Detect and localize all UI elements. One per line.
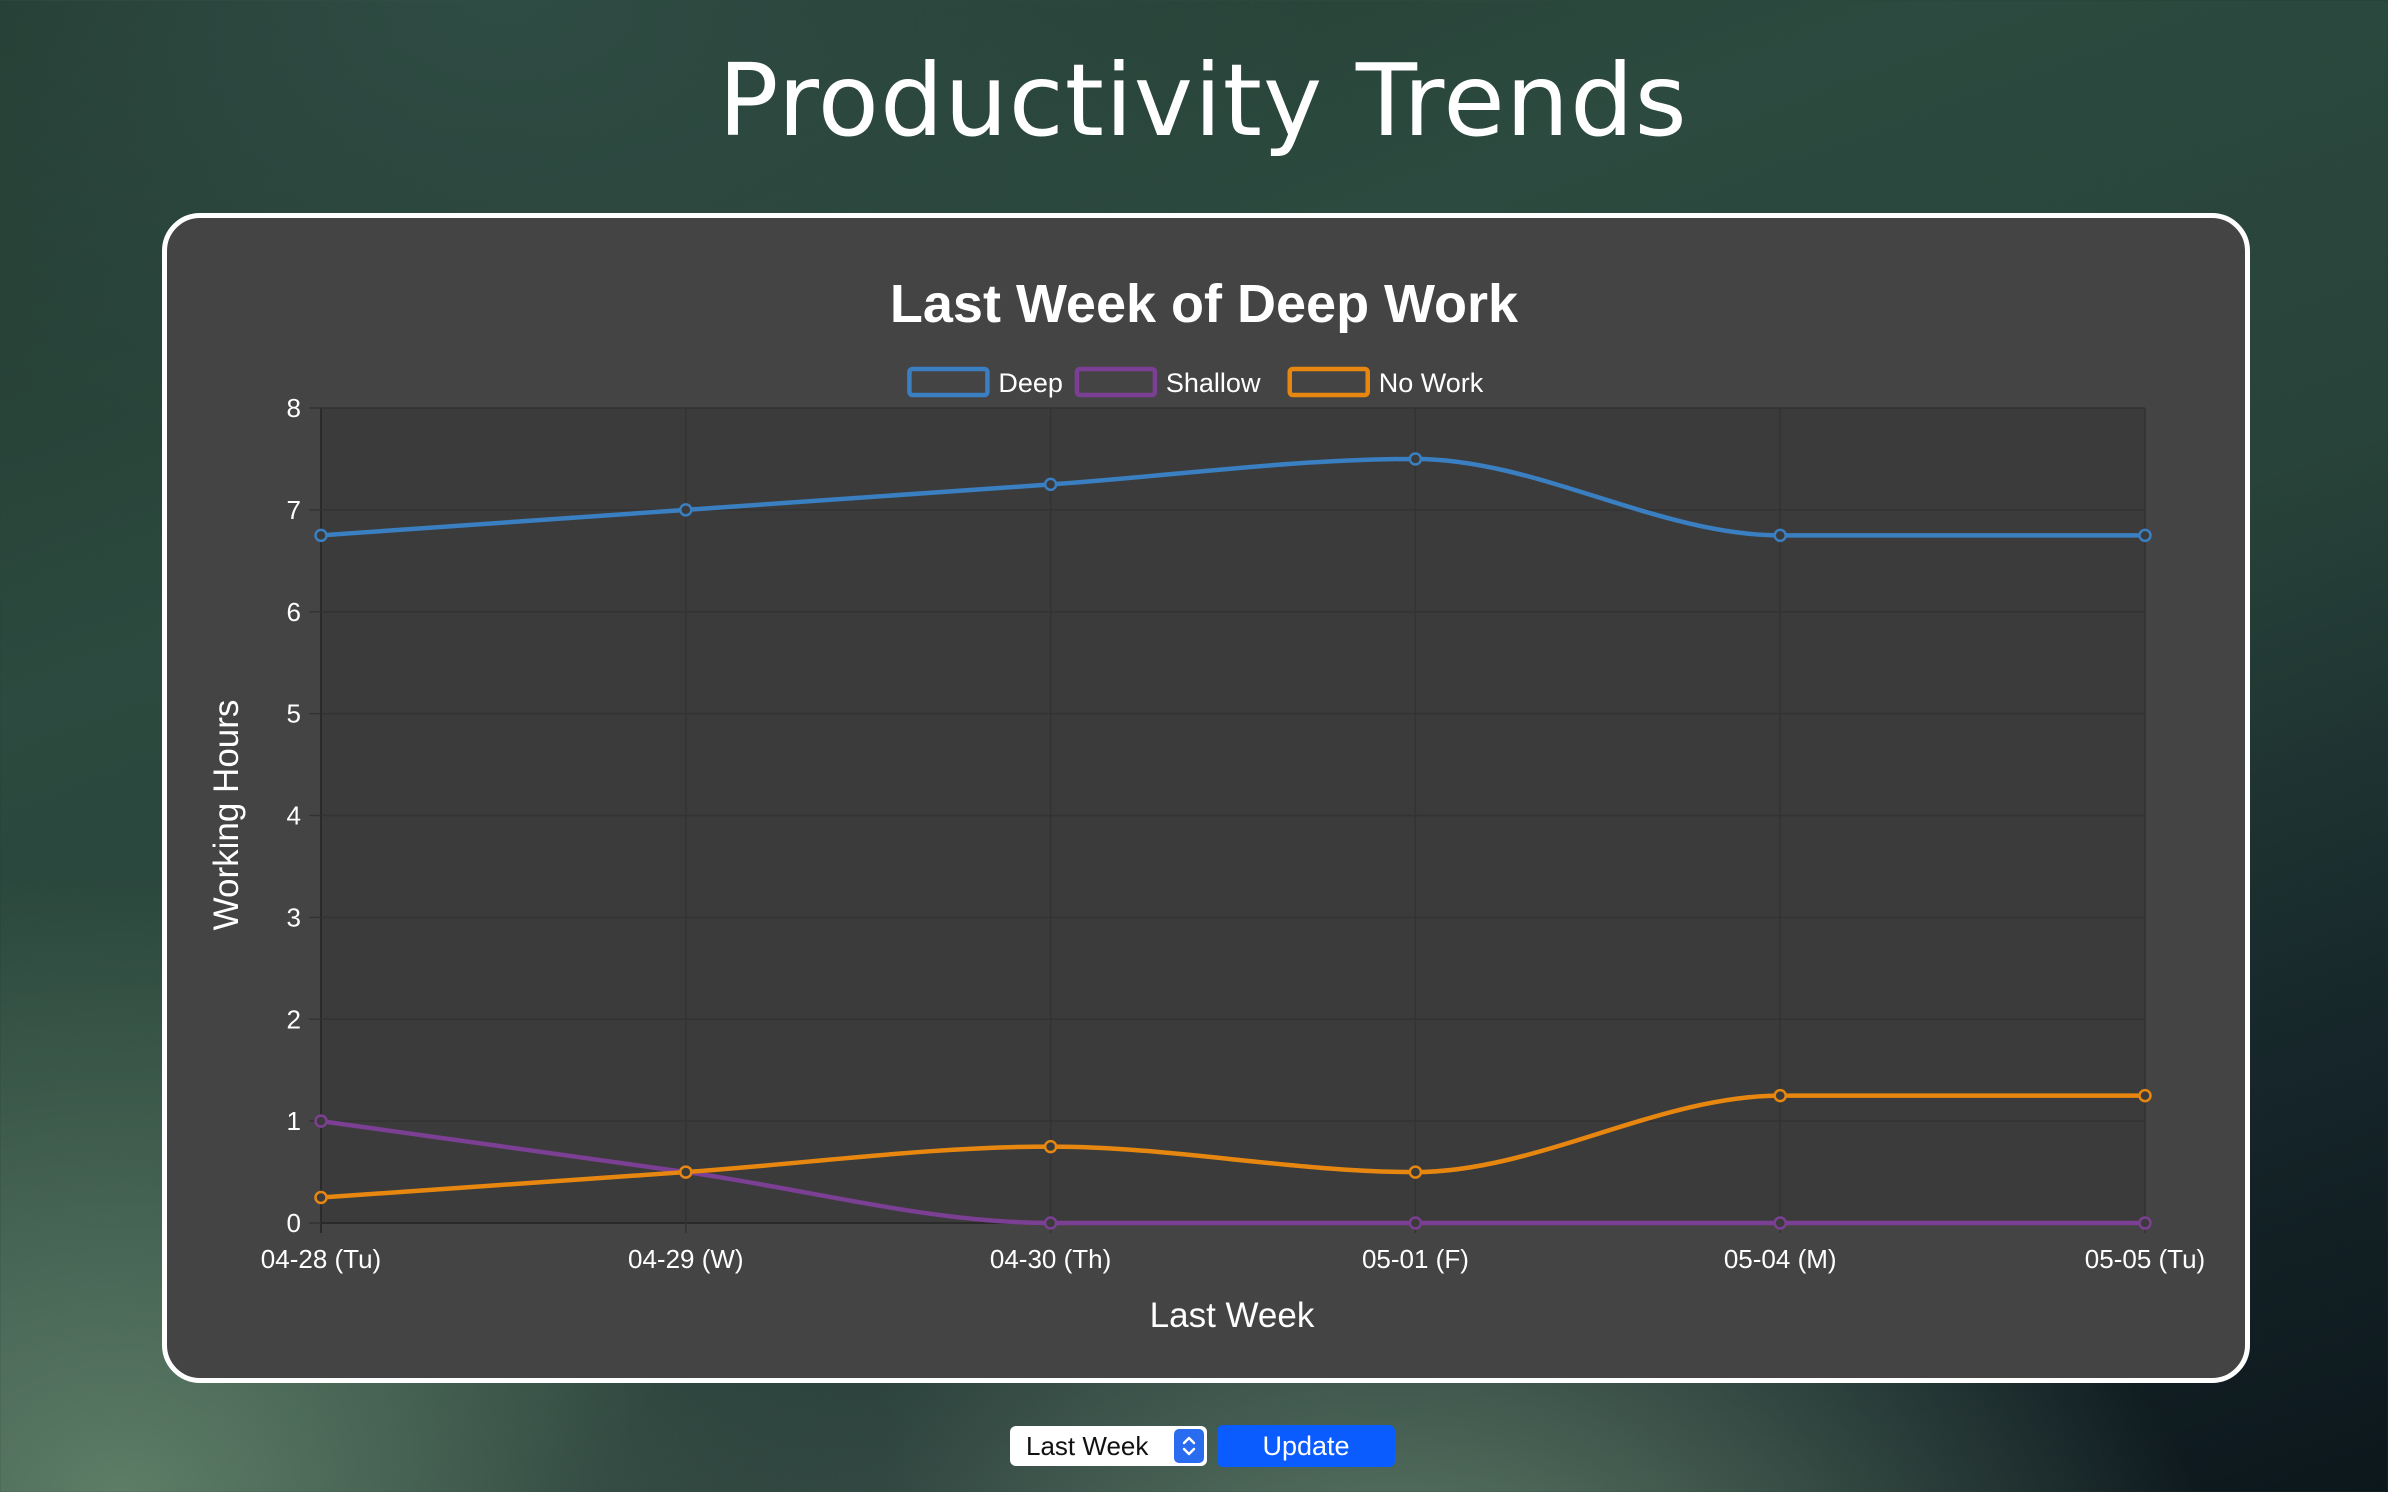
legend-swatch [1287,366,1370,398]
y-tick-label: 6 [287,597,301,627]
data-point-shallow[interactable] [2138,1216,2152,1230]
data-point-no-work[interactable] [1043,1139,1058,1154]
legend-label: Deep [998,368,1063,398]
data-point-shallow[interactable] [1043,1216,1058,1230]
axes: 0 1 2 3 4 5 6 7 8 04-28 (Tu) 04-29 (W) 04-30 (Th) 05… [261,393,2205,1274]
data-point-shallow[interactable] [1773,1216,1787,1230]
x-tick-label: 04-30 (Th) [990,1244,1111,1274]
x-tick-label: 05-04 (M) [1724,1244,1837,1274]
y-tick-label: 3 [287,902,301,932]
y-tick-label: 0 [287,1208,301,1238]
chart-legend: Deep Shallow No Work [907,366,1484,398]
range-select-value: Last Week [1026,1430,1149,1461]
series-line-no-work [318,1093,2148,1200]
y-axis-title: Working Hours [207,700,246,931]
legend-label: Shallow [1166,368,1261,398]
series-line-shallow [318,1118,2148,1226]
page-title: Productivity Trends [718,42,1688,159]
data-point-no-work[interactable] [679,1165,693,1179]
data-point-deep[interactable] [1773,528,1787,543]
range-select[interactable]: Last Week [1010,1426,1207,1466]
x-tick-label: 04-28 (Tu) [261,1244,381,1274]
legend-item-no-work[interactable]: No Work [1287,366,1484,398]
x-tick-label: 05-05 (Tu) [2085,1244,2205,1274]
data-point-no-work[interactable] [314,1190,328,1205]
data-point-no-work[interactable] [1773,1088,1787,1103]
y-tick-label: 2 [287,1004,301,1034]
legend-item-shallow[interactable]: Shallow [1074,366,1261,398]
chart-card: 0 1 2 3 4 5 6 7 8 04-28 (Tu) 04-29 (W) 04-30 (Th) 05… [162,213,2250,1383]
y-tick-label: 7 [287,495,301,525]
y-tick-label: 4 [287,801,301,831]
legend-item-deep[interactable]: Deep [907,366,1063,398]
data-point-deep[interactable] [2138,528,2152,543]
data-point-no-work[interactable] [2138,1088,2152,1103]
data-point-deep[interactable] [1043,477,1058,492]
series-lines [318,456,2148,1226]
x-tick-label: 05-01 (F) [1362,1244,1469,1274]
data-point-deep[interactable] [679,503,693,517]
data-points [314,452,2152,1230]
y-tick-label: 1 [287,1106,301,1136]
legend-label: No Work [1379,368,1484,398]
y-tick-label: 8 [287,393,301,423]
chart-controls: Last Week Update [1010,1425,1395,1467]
chart-title: Last Week of Deep Work [890,274,1519,334]
x-axis-title: Last Week [1150,1296,1315,1335]
x-tick-label: 04-29 (W) [628,1244,744,1274]
data-point-deep[interactable] [314,528,328,543]
series-line-deep [318,456,2148,538]
grid-lines [320,407,2146,1233]
data-point-no-work[interactable] [1408,1165,1423,1179]
data-point-shallow[interactable] [314,1114,328,1128]
legend-swatch [907,366,990,398]
data-point-deep[interactable] [1408,452,1423,466]
update-button[interactable]: Update [1217,1425,1395,1467]
select-arrows-icon [1174,1429,1204,1463]
y-tick-label: 5 [287,699,301,729]
legend-swatch [1074,366,1158,398]
data-point-shallow[interactable] [1408,1216,1423,1230]
